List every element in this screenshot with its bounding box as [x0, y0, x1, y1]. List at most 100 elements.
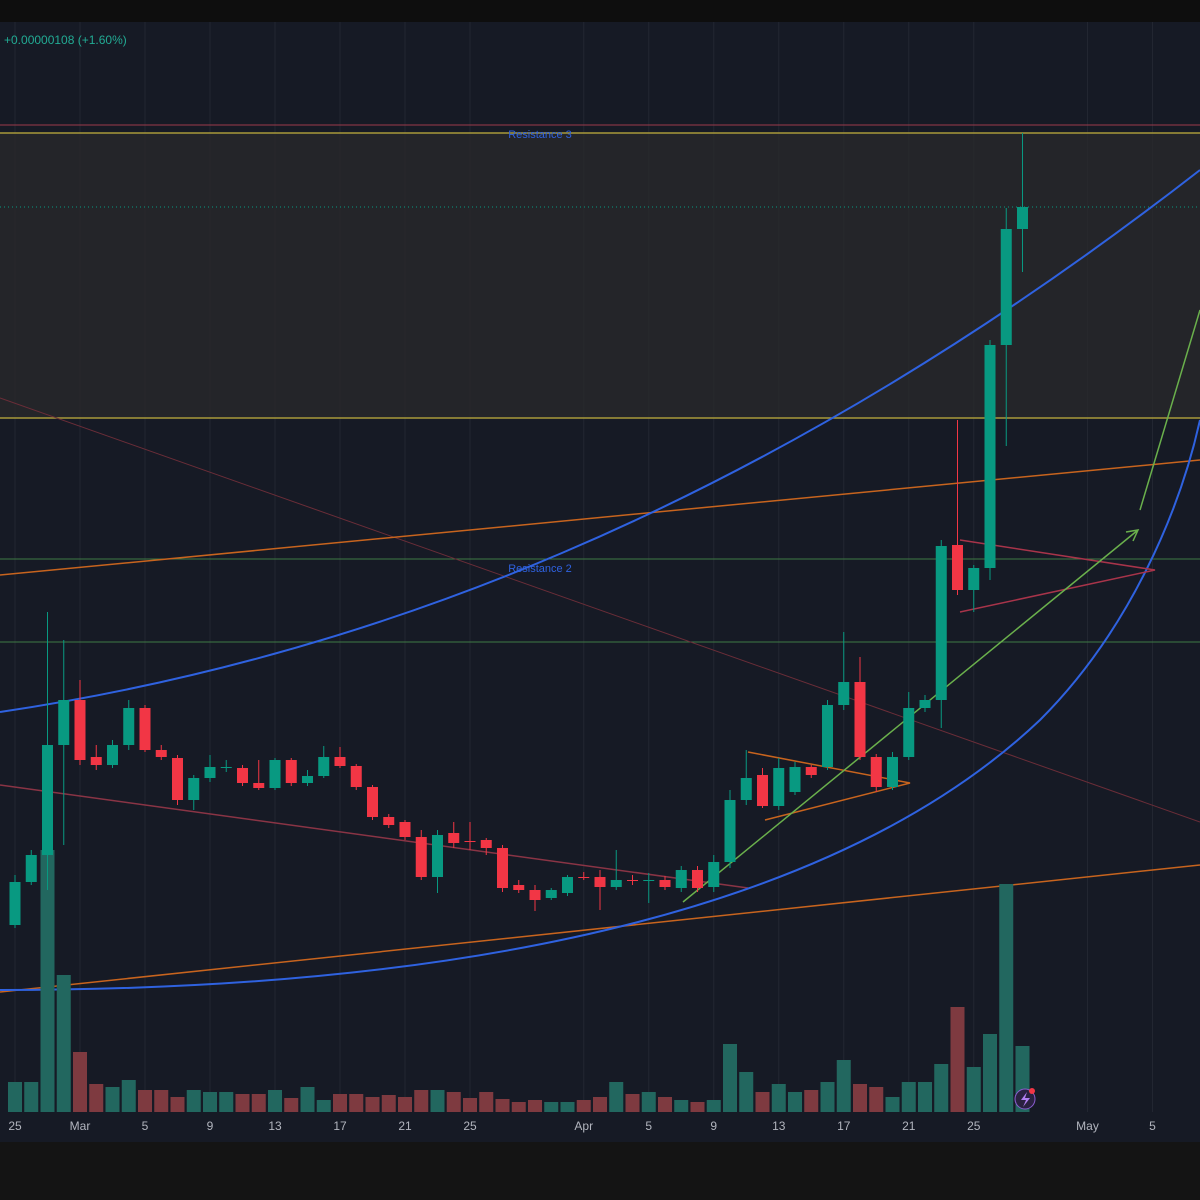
- volume-bar: [138, 1090, 152, 1112]
- event-icon-bolt: [1021, 1092, 1030, 1107]
- candle-body: [139, 708, 151, 750]
- volume-bar: [674, 1100, 689, 1112]
- volume-bar: [300, 1087, 315, 1112]
- candle-body: [367, 787, 378, 817]
- candle-body: [480, 840, 492, 848]
- volume-bar: [901, 1082, 916, 1112]
- volume-bar: [463, 1098, 477, 1112]
- volume-bar: [333, 1094, 347, 1112]
- triangle: [747, 751, 911, 821]
- volume-bar: [576, 1100, 591, 1112]
- volume-bar: [251, 1094, 266, 1112]
- candle-body: [220, 767, 232, 768]
- candle-body: [497, 848, 508, 888]
- candle-body: [1017, 207, 1028, 229]
- x-tick-label: Mar: [70, 1119, 91, 1133]
- x-tick-label: 5: [645, 1119, 652, 1133]
- marks: [8, 133, 1030, 1112]
- candle-body: [724, 800, 736, 862]
- volume-bar: [398, 1097, 412, 1112]
- candle-body: [935, 546, 947, 700]
- candle-body: [415, 837, 427, 877]
- candle-body: [562, 877, 573, 893]
- volume-bar: [528, 1100, 542, 1112]
- volume-bar: [430, 1090, 445, 1112]
- volume-bar: [414, 1090, 429, 1112]
- volume-bar: [593, 1097, 607, 1112]
- volume-bar: [885, 1097, 900, 1112]
- annotation: Resistance 2: [508, 563, 572, 575]
- volume-bar: [723, 1044, 737, 1112]
- volume-bar: [609, 1082, 624, 1112]
- top-bar: [0, 0, 1200, 22]
- volume-bar: [446, 1092, 461, 1112]
- candle-body: [204, 767, 216, 778]
- candle-body: [529, 890, 541, 900]
- x-tick-label: 17: [837, 1119, 851, 1133]
- candle-body: [968, 568, 980, 590]
- volume-bar: [658, 1097, 672, 1112]
- x-tick-label: 5: [142, 1119, 149, 1133]
- volume-bar: [950, 1007, 965, 1112]
- x-tick-label: 21: [902, 1119, 916, 1133]
- volume-bar: [934, 1064, 949, 1112]
- candle-body: [822, 705, 833, 767]
- candle-body: [285, 760, 297, 783]
- candle-body: [757, 775, 768, 806]
- change-text: +0.00000108 (+1.60%): [4, 33, 127, 47]
- candle-body: [188, 778, 200, 800]
- candle-body: [90, 757, 102, 765]
- candle-body: [42, 745, 53, 855]
- x-tick-label: 25: [463, 1119, 477, 1133]
- candle-body: [610, 880, 622, 887]
- candle-body: [399, 822, 411, 837]
- x-tick-label: May: [1076, 1119, 1099, 1133]
- candle-body: [318, 757, 330, 776]
- volume-bar: [869, 1087, 884, 1112]
- candle-body: [334, 757, 346, 766]
- candle-body: [805, 767, 817, 775]
- volume-bar: [316, 1100, 331, 1112]
- candle-body: [692, 870, 703, 888]
- volume-bar: [8, 1082, 22, 1112]
- candle-body: [513, 885, 525, 890]
- volume-bar: [511, 1102, 526, 1112]
- curve: [0, 419, 1200, 991]
- x-tick-label: 13: [268, 1119, 282, 1133]
- volume-bar: [203, 1092, 217, 1112]
- candle-body: [903, 708, 915, 757]
- candle-body: [870, 757, 882, 787]
- candle-body: [594, 877, 606, 887]
- volume-bar: [56, 975, 71, 1112]
- candle-body: [838, 682, 850, 705]
- x-tick-label: 21: [398, 1119, 412, 1133]
- candle-body: [58, 700, 70, 745]
- candle-body: [25, 855, 37, 882]
- volume-bar: [739, 1072, 754, 1112]
- candle-body: [383, 817, 395, 825]
- volume-bar: [349, 1094, 364, 1112]
- candle-body: [659, 880, 671, 887]
- volume-bar: [186, 1090, 201, 1112]
- zone: [0, 133, 1200, 418]
- candle-body: [172, 758, 183, 800]
- volume-bar: [544, 1102, 559, 1112]
- x-tick-label: 5: [1149, 1119, 1156, 1133]
- volume-bar: [788, 1092, 802, 1112]
- volume-bar: [690, 1102, 705, 1112]
- candle-body: [253, 783, 265, 788]
- volume-bar: [268, 1090, 282, 1112]
- candle-body: [773, 768, 785, 806]
- candle-body: [448, 833, 460, 843]
- candle-body: [1000, 229, 1012, 345]
- x-tick-label: 17: [333, 1119, 347, 1133]
- candle-body: [9, 882, 21, 925]
- volume-bar: [804, 1090, 819, 1112]
- candle-body: [432, 835, 443, 877]
- candle-body: [789, 767, 801, 792]
- x-tick-label: 13: [772, 1119, 786, 1133]
- candle-body: [578, 877, 590, 878]
- triangle: [959, 539, 1156, 613]
- x-tick-label: Apr: [574, 1119, 593, 1133]
- volume-bar: [641, 1092, 656, 1112]
